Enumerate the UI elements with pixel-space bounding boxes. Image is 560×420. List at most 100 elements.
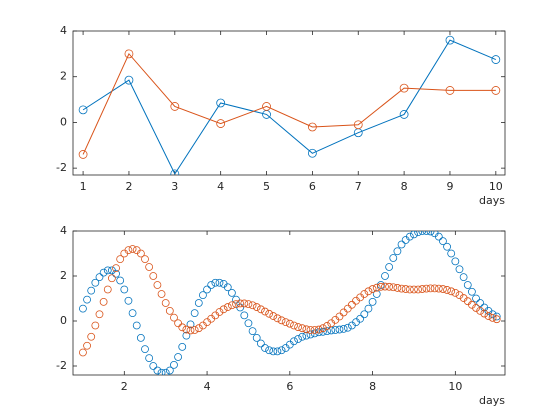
marker [153, 366, 162, 375]
marker [294, 335, 303, 343]
marker [174, 353, 183, 361]
marker [141, 345, 149, 354]
x-tick-label: 1 [80, 180, 87, 193]
marker [491, 86, 501, 95]
x-tick-label: 3 [171, 180, 178, 193]
marker [78, 150, 88, 159]
marker [273, 347, 282, 356]
marker [170, 360, 178, 369]
marker [95, 273, 104, 282]
marker [445, 35, 455, 45]
marker [256, 305, 265, 314]
axes: 1 2 3 4 5 6 7 8 9 10 -2 0 2 4 days [56, 24, 506, 207]
marker [343, 323, 352, 332]
marker [455, 291, 464, 300]
marker [157, 368, 166, 375]
marker [170, 313, 178, 322]
x-tick-label: 4 [217, 180, 224, 193]
marker [397, 240, 406, 249]
marker [443, 242, 451, 251]
marker [397, 284, 406, 293]
marker [145, 354, 154, 363]
marker [381, 282, 389, 291]
y-tick-label: 2 [60, 269, 67, 282]
marker [182, 325, 191, 334]
marker [145, 263, 154, 271]
marker [215, 278, 224, 287]
marker [298, 332, 307, 341]
x-axis-label: days [479, 194, 505, 207]
marker [165, 306, 174, 315]
marker [216, 98, 226, 108]
marker [434, 232, 443, 241]
y-tick-label: 4 [60, 24, 67, 37]
marker [124, 296, 133, 305]
marker [314, 328, 323, 337]
marker [389, 283, 398, 292]
marker [99, 297, 108, 306]
series-line [82, 39, 497, 175]
marker [277, 346, 286, 355]
marker [360, 310, 369, 319]
marker [360, 290, 369, 298]
plot-area [72, 230, 506, 376]
marker [339, 308, 348, 317]
marker [290, 321, 298, 330]
marker [170, 102, 180, 111]
marker [426, 284, 435, 293]
marker [339, 324, 348, 333]
marker [331, 326, 340, 334]
marker [215, 308, 224, 316]
marker [219, 305, 228, 314]
marker [307, 122, 317, 132]
marker [476, 306, 485, 315]
marker [399, 83, 409, 93]
marker [248, 301, 257, 310]
marker [112, 264, 120, 273]
x-tick-label: 6 [309, 180, 316, 193]
marker [194, 324, 203, 333]
marker [83, 341, 91, 350]
marker [256, 339, 265, 348]
marker [207, 281, 216, 289]
marker [277, 316, 286, 325]
marker [381, 272, 389, 280]
marker [401, 285, 410, 293]
marker [236, 299, 245, 308]
marker [447, 249, 456, 258]
marker [472, 294, 480, 303]
marker [294, 323, 303, 331]
marker [261, 307, 269, 316]
marker [83, 295, 91, 304]
marker [87, 332, 96, 341]
marker [426, 231, 435, 236]
marker [451, 257, 460, 266]
x-tick-label: 2 [121, 380, 128, 393]
marker [281, 318, 290, 327]
marker [491, 55, 501, 64]
marker [265, 346, 274, 355]
marker [244, 319, 253, 328]
marker [112, 269, 120, 278]
marker [128, 245, 137, 253]
plot-layer [79, 231, 501, 375]
marker [174, 319, 183, 328]
marker [261, 344, 269, 352]
marker [484, 312, 493, 320]
marker [124, 246, 133, 255]
marker [414, 285, 423, 294]
plot-layer [78, 35, 501, 175]
marker [302, 331, 311, 340]
marker [211, 278, 220, 287]
marker [186, 320, 195, 329]
marker [186, 326, 195, 335]
marker [132, 321, 141, 330]
marker [227, 301, 236, 310]
y-tick-label: 0 [60, 115, 67, 128]
marker [165, 366, 174, 375]
marker [492, 315, 501, 324]
marker [227, 288, 236, 297]
marker [368, 285, 377, 293]
marker [244, 300, 253, 309]
marker [78, 105, 88, 115]
